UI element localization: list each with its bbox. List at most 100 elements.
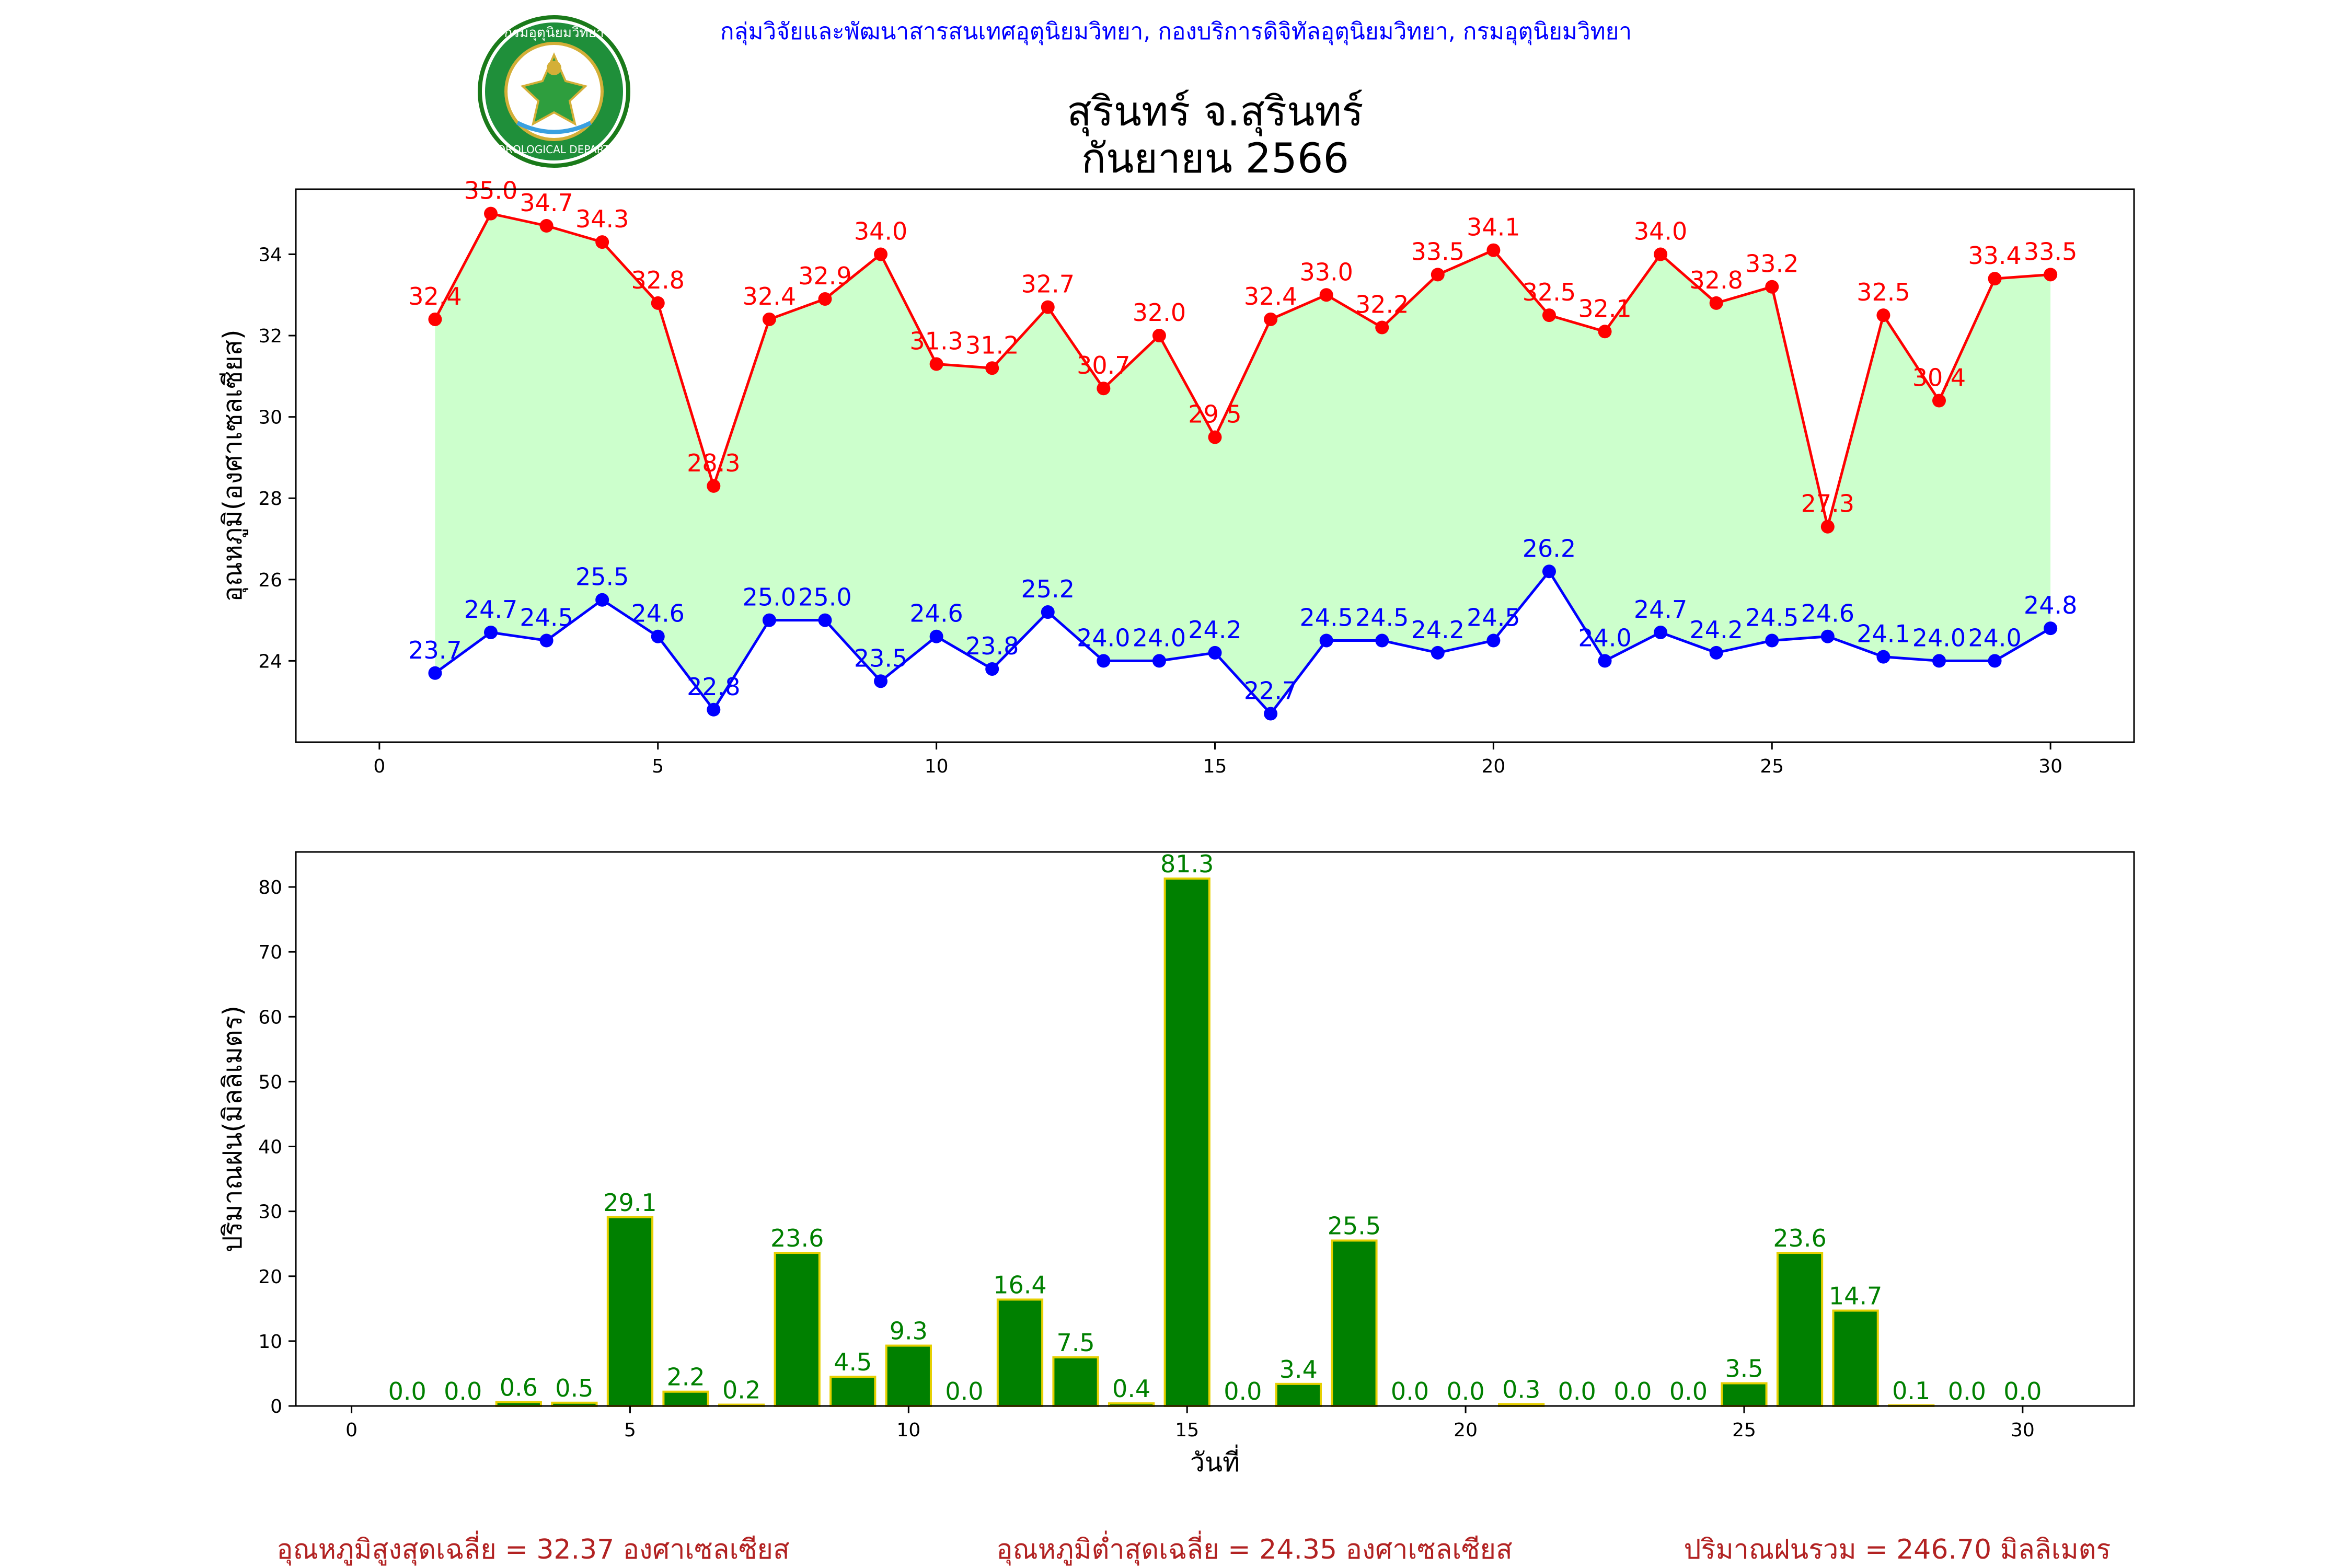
min-temp-point [595,593,609,607]
rain-label: 0.3 [1502,1375,1540,1403]
rain-label: 4.5 [834,1348,872,1376]
rain-label: 3.4 [1279,1355,1318,1383]
max-temp-label: 32.9 [798,262,851,290]
max-temp-point [1431,268,1445,282]
y-tick-label: 0 [270,1396,282,1417]
rain-label: 0.4 [1112,1375,1150,1403]
min-temp-point [1876,650,1890,664]
rain-label: 16.4 [993,1271,1046,1299]
department-logo: METEOROLOGICAL DEPARTMENT กรมอุตุนิยมวิท… [468,15,640,168]
max-temp-label: 34.3 [575,205,629,233]
rain-bar [1163,877,1210,1407]
max-temp-point [1041,300,1055,314]
total-rainfall: ปริมาณฝนรวม = 246.70 มิลลิเมตร [1684,1534,2111,1565]
max-temp-point [1375,320,1389,335]
rain-label: 0.0 [2003,1377,2042,1405]
max-temp-label: 34.7 [520,189,573,217]
avg-min-temp: อุณหภูมิต่ำสุดเฉลี่ย = 24.35 องศาเซลเซีย… [996,1530,1512,1566]
rain-bar [996,1298,1044,1407]
rain-label: 0.1 [1892,1377,1930,1405]
min-temp-point [1988,654,2002,668]
max-temp-label: 32.0 [1133,298,1186,327]
rain-y-axis-title: ปริมาณฝน(มิลลิเมตร) [217,1006,248,1252]
min-temp-point [1820,629,1835,643]
y-tick-label: 32 [258,326,282,347]
y-tick-label: 24 [258,651,282,672]
max-temp-label: 32.7 [1021,270,1075,298]
min-temp-point [1264,707,1278,721]
max-temp-point [1319,288,1333,302]
chart-title-line2: กันยายน 2566 [1081,135,1349,182]
rain-x-axis-title: วันที่ [1190,1445,1240,1478]
max-temp-point [1598,325,1612,339]
max-temp-label: 30.7 [1077,351,1130,379]
temp-range-fill [435,213,2051,714]
rain-bar [1331,1239,1378,1408]
x-tick-label: 5 [652,756,664,777]
max-temp-label: 31.2 [965,331,1019,359]
min-temp-label: 25.0 [798,583,851,612]
x-tick-label: 15 [1175,1420,1199,1441]
max-temp-point [1264,312,1278,326]
min-temp-label: 24.5 [1299,604,1353,632]
min-temp-label: 24.0 [1133,624,1186,652]
y-tick-label: 26 [258,570,282,591]
min-temp-line [434,569,2051,716]
min-temp-label: 22.8 [687,673,740,701]
max-temp-line [434,212,2051,527]
rain-label: 0.0 [1447,1377,1485,1405]
rain-label: 25.5 [1328,1212,1381,1240]
y-tick-label: 28 [258,488,282,510]
avg-max-temp: อุณหภูมิสูงสุดเฉลี่ย = 32.37 องศาเซลเซีย… [276,1530,790,1566]
max-temp-point [1208,430,1222,444]
min-temp-point [1765,633,1779,648]
min-temp-label: 24.2 [1411,616,1465,644]
max-temp-label: 29.5 [1188,400,1241,429]
rain-plot-frame [295,851,2135,1407]
max-temp-label: 32.4 [1244,282,1297,310]
min-temp-label: 24.5 [520,604,573,632]
max-temp-point [1988,272,2002,286]
max-temp-label: 32.8 [1689,266,1743,294]
min-temp-point [1598,654,1612,668]
min-temp-label: 25.2 [1021,575,1075,603]
max-temp-point [651,296,665,310]
organization-line: กลุ่มวิจัยและพัฒนาสารสนเทศอุตุนิยมวิทยา,… [720,18,1632,45]
min-temp-point [929,629,943,643]
logo-text: METEOROLOGICAL DEPARTMENT [468,143,640,156]
min-temp-label: 24.0 [1912,624,1966,652]
y-tick-label: 40 [258,1137,282,1158]
temp-y-axis-title: อุณหภูมิ(องศาเซลเซียส) [217,329,248,602]
max-temp-point [929,357,943,371]
x-tick-label: 15 [1203,756,1227,777]
max-temp-label: 33.4 [1968,241,2021,270]
max-temp-point [1654,247,1668,261]
min-temp-label: 23.5 [854,644,907,672]
x-tick-label: 30 [2038,756,2062,777]
min-temp-point [1709,645,1723,660]
min-temp-label: 24.0 [1968,624,2021,652]
max-temp-label: 32.5 [1523,278,1576,306]
max-temp-label: 28.3 [687,449,740,477]
min-temp-point [539,633,554,648]
min-temp-label: 26.2 [1523,534,1576,562]
min-temp-label: 22.7 [1244,677,1297,705]
max-temp-point [1097,382,1111,396]
rain-bar [606,1216,654,1408]
rain-label: 23.6 [770,1224,824,1252]
rain-bar [662,1390,709,1407]
rain-label: 0.0 [945,1377,983,1405]
x-tick-label: 10 [896,1420,920,1441]
min-temp-point [1431,645,1445,660]
min-temp-point [818,613,832,627]
min-temp-point [1208,645,1222,660]
min-temp-label: 24.7 [1634,595,1687,624]
min-temp-point [1542,564,1556,579]
min-temp-label: 23.8 [965,632,1019,660]
min-temp-point [1486,633,1501,648]
y-tick-label: 34 [258,244,282,266]
min-temp-point [428,666,442,680]
max-temp-point [1820,520,1835,534]
logo-top-text: กรมอุตุนิยมวิทยา [504,25,604,41]
y-tick-label: 80 [258,877,282,898]
